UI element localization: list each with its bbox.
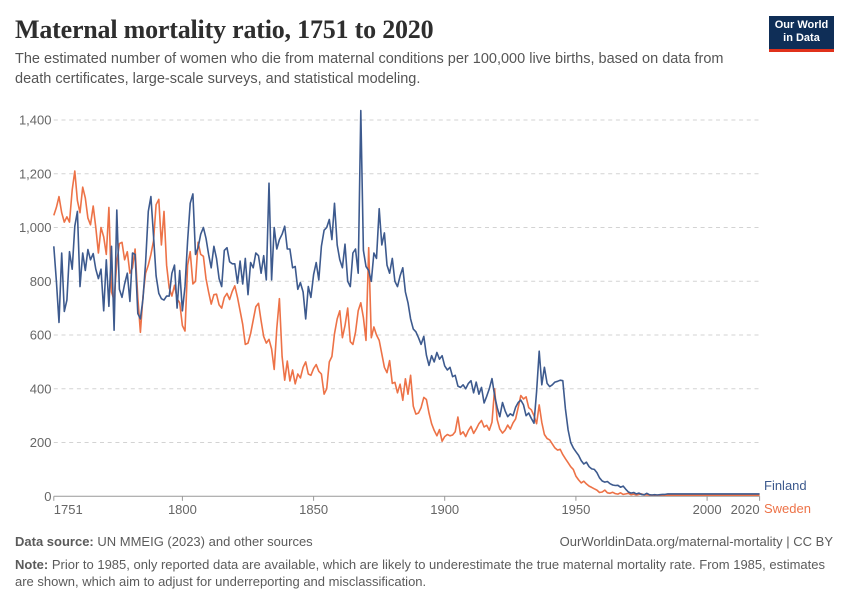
svg-text:1800: 1800 (168, 502, 197, 517)
svg-text:1,000: 1,000 (19, 220, 52, 235)
svg-text:1,400: 1,400 (19, 113, 52, 128)
svg-text:1751: 1751 (54, 502, 83, 517)
svg-text:2020: 2020 (731, 502, 760, 517)
svg-text:800: 800 (30, 274, 52, 289)
svg-text:200: 200 (30, 435, 52, 450)
svg-text:1,200: 1,200 (19, 166, 52, 181)
svg-text:1850: 1850 (299, 502, 328, 517)
svg-text:0: 0 (44, 489, 51, 504)
svg-text:1950: 1950 (561, 502, 590, 517)
svg-text:1900: 1900 (430, 502, 459, 517)
svg-text:600: 600 (30, 328, 52, 343)
svg-text:2000: 2000 (693, 502, 722, 517)
svg-text:400: 400 (30, 381, 52, 396)
